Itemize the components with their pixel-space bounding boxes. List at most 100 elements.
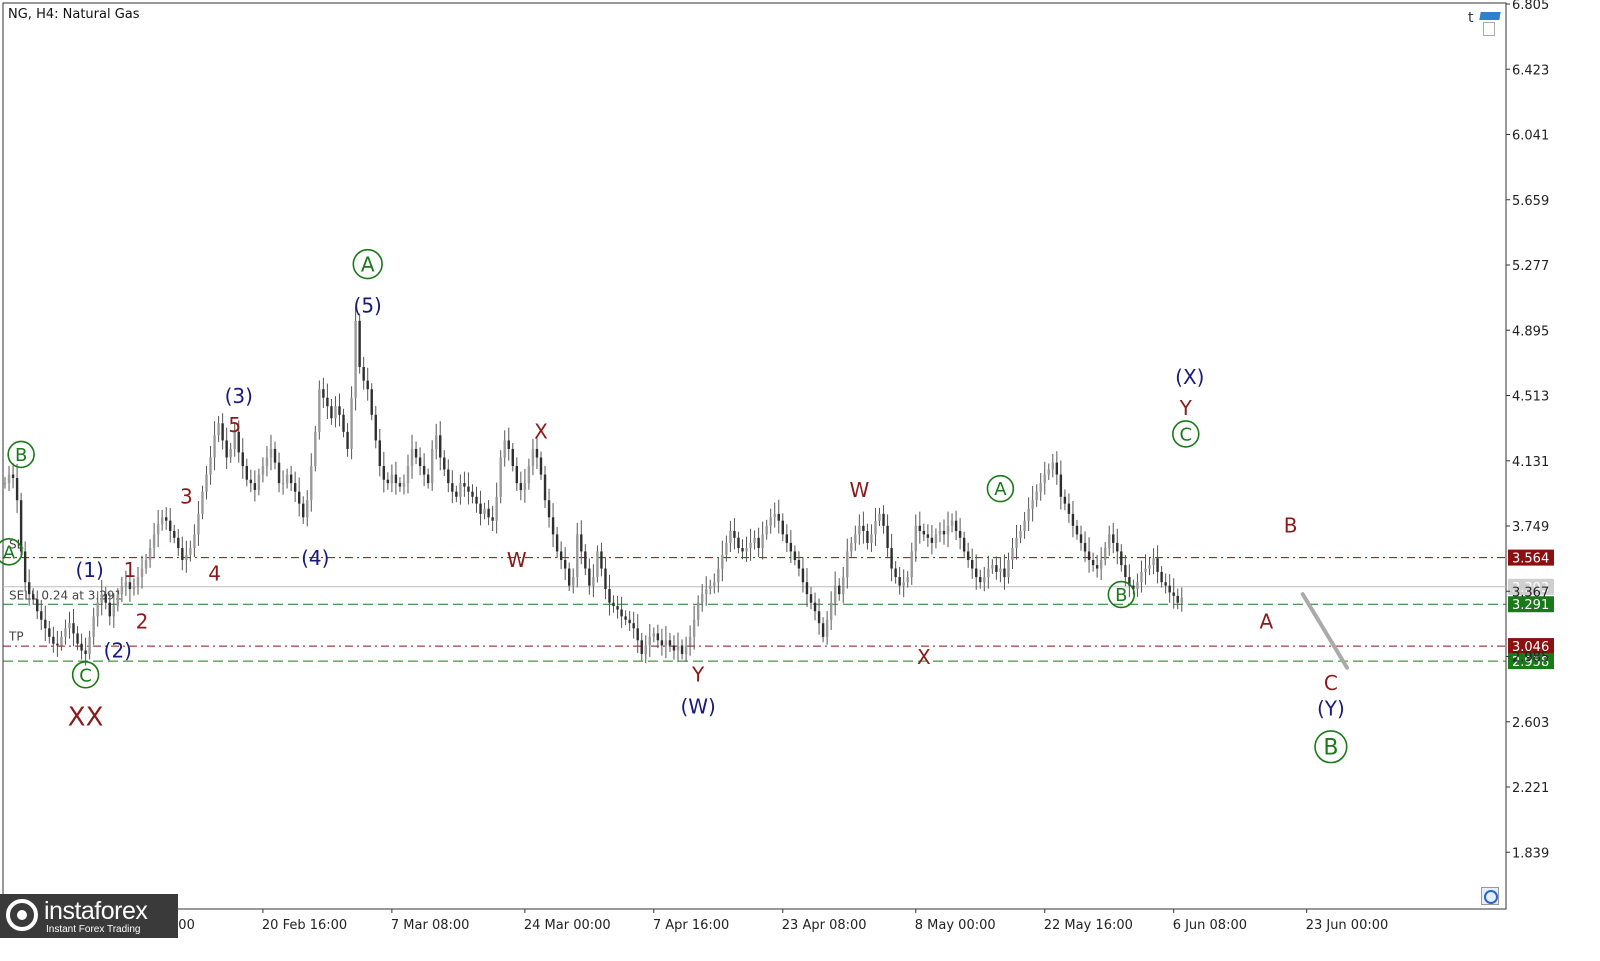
candle-291 [1176, 588, 1179, 610]
trade-tool-icon[interactable]: t [1468, 10, 1501, 36]
candle-101 [410, 434, 414, 479]
candle-188 [761, 521, 764, 560]
candle-183 [741, 539, 744, 560]
candle-body-121 [491, 517, 494, 521]
candle-body-119 [483, 508, 486, 514]
candle-98 [398, 477, 402, 492]
wave-label-14: XX [68, 703, 104, 733]
candle-body-202 [817, 611, 821, 624]
candle-body-253 [1023, 520, 1026, 531]
candle-211 [854, 525, 857, 551]
candle-156 [632, 611, 635, 639]
candle-253 [1023, 511, 1026, 539]
candle-197 [797, 551, 801, 577]
candle-body-206 [833, 585, 837, 603]
candle-19 [80, 633, 83, 660]
candle-175 [709, 579, 712, 595]
candle-body-149 [604, 568, 607, 590]
gear-icon [6, 899, 38, 931]
candle-204 [825, 611, 829, 645]
candle-189 [765, 519, 768, 540]
candle-body-280 [1132, 585, 1135, 590]
candle-127 [515, 457, 519, 491]
candle-body-56 [229, 448, 232, 458]
candle-body-273 [1103, 548, 1107, 560]
wave-label-26: B [1284, 514, 1298, 538]
candle-135 [547, 488, 551, 528]
candle-148 [600, 542, 603, 577]
candle-104 [422, 453, 426, 487]
candle-165 [668, 632, 672, 653]
candle-82 [334, 396, 337, 428]
logo-brand: instaforex [44, 897, 148, 925]
candle-body-47 [193, 534, 196, 549]
candle-31 [128, 568, 132, 602]
candle-body-58 [237, 431, 240, 453]
candle-body-104 [422, 466, 426, 475]
candle-body-44 [181, 548, 184, 560]
candle-212 [858, 514, 861, 545]
y-tick-label-1: 6.423 [1512, 63, 1549, 78]
candle-body-194 [785, 534, 789, 543]
wave-label-30: B [1314, 730, 1348, 764]
candle-222 [898, 566, 901, 595]
candle-body-32 [132, 585, 136, 590]
wave-label-6: (3) [225, 384, 253, 408]
candle-body-184 [745, 548, 748, 552]
candle-5 [23, 541, 27, 592]
level-badge-0 [1508, 549, 1554, 566]
candle-281 [1136, 573, 1139, 597]
x-tick-label-2: 24 Mar 00:00 [524, 918, 611, 933]
candle-body-99 [402, 483, 406, 487]
candle-39 [160, 509, 164, 531]
navigator-icon[interactable] [1481, 887, 1499, 905]
candle-body-42 [173, 530, 176, 538]
candle-body-77 [314, 431, 317, 467]
candle-146 [592, 564, 595, 598]
candle-body-180 [729, 530, 732, 543]
candle-body-211 [854, 534, 857, 543]
x-tick-label-0: 20 Feb 16:00 [262, 918, 347, 933]
candle-body-115 [467, 486, 470, 492]
candle-35 [144, 554, 148, 574]
candle-91 [370, 383, 373, 421]
candle-158 [640, 632, 643, 661]
candle-body-185 [749, 542, 752, 549]
candle-body-287 [1160, 571, 1163, 583]
candle-20 [84, 637, 87, 666]
candle-239 [966, 542, 970, 568]
wave-label-11: B [7, 440, 35, 469]
candle-207 [838, 578, 841, 601]
candle-body-116 [471, 491, 474, 497]
candle-182 [737, 531, 740, 554]
wave-label-16: W [507, 548, 527, 572]
candle-184 [745, 536, 748, 562]
level-label-4: 2.958 [1512, 655, 1549, 670]
candle-body-70 [285, 474, 289, 484]
wave-circle-11 [7, 440, 35, 469]
candle-256 [1035, 484, 1038, 507]
wave-circle-21 [986, 474, 1015, 503]
wave-text-30: B [1323, 736, 1338, 761]
candle-137 [555, 527, 559, 559]
candle-150 [608, 574, 611, 616]
candle-body-227 [918, 525, 922, 531]
wave-text-21: A [994, 479, 1007, 500]
candle-body-179 [725, 542, 728, 555]
candle-body-55 [225, 440, 228, 458]
candle-body-242 [979, 577, 982, 583]
candle-body-93 [378, 440, 381, 467]
candle-body-183 [741, 548, 744, 552]
candle-129 [523, 468, 527, 503]
candle-123 [499, 450, 502, 504]
candle-244 [987, 555, 990, 589]
candle-285 [1152, 548, 1155, 575]
candle-body-292 [1180, 597, 1183, 603]
candle-83 [338, 393, 341, 427]
candle-70 [285, 468, 289, 489]
candle-body-152 [616, 606, 619, 610]
candle-282 [1140, 560, 1143, 593]
candle-body-139 [563, 559, 567, 569]
wave-label-21: A [986, 474, 1015, 503]
